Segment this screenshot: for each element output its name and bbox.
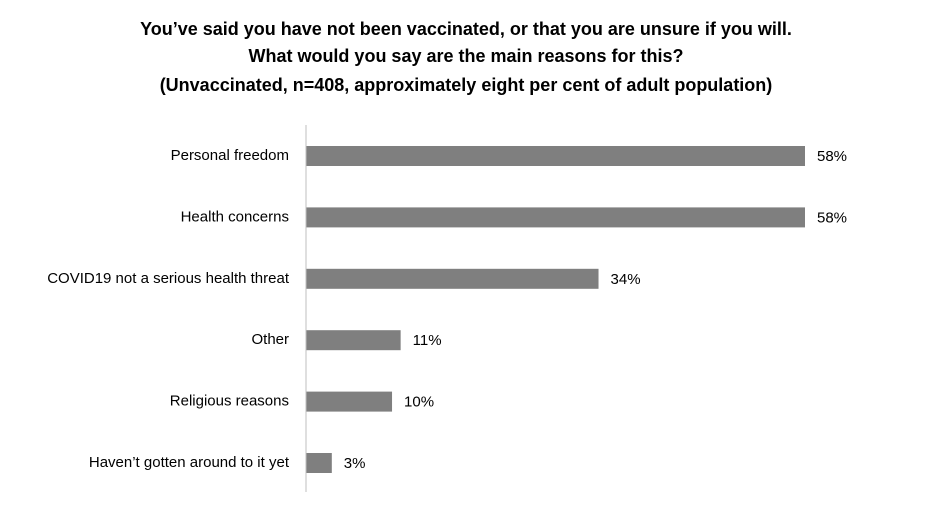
category-label: COVID19 not a serious health threat	[47, 270, 290, 287]
bar	[306, 207, 805, 228]
chart-title: You’ve said you have not been vaccinated…	[140, 19, 792, 39]
value-label: 11%	[413, 332, 442, 349]
value-label: 34%	[611, 271, 641, 288]
category-label: Other	[251, 331, 289, 348]
bar	[306, 146, 805, 166]
category-label: Religious reasons	[170, 393, 289, 410]
chart-subtitle: (Unvaccinated, n=408, approximately eigh…	[160, 75, 773, 95]
value-label: 58%	[817, 209, 847, 226]
bar	[306, 330, 401, 351]
bar	[306, 453, 332, 473]
bar	[306, 268, 599, 289]
category-label: Personal freedom	[171, 147, 289, 164]
category-label: Health concerns	[181, 208, 289, 225]
value-label: 10%	[404, 394, 434, 411]
value-label: 58%	[817, 148, 847, 165]
chart-title: What would you say are the main reasons …	[248, 46, 683, 66]
category-label: Haven’t gotten around to it yet	[89, 454, 290, 471]
value-label: 3%	[344, 455, 366, 472]
bar	[306, 391, 393, 412]
